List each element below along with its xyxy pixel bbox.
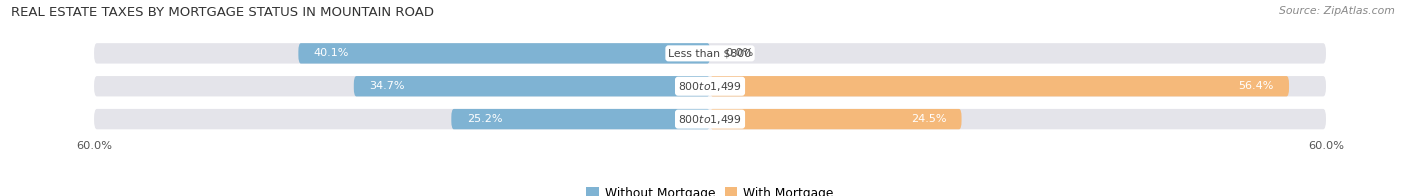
Text: 34.7%: 34.7% — [370, 81, 405, 91]
FancyBboxPatch shape — [710, 76, 1289, 96]
FancyBboxPatch shape — [354, 76, 710, 96]
FancyBboxPatch shape — [710, 109, 962, 129]
Text: $800 to $1,499: $800 to $1,499 — [678, 113, 742, 126]
Text: REAL ESTATE TAXES BY MORTGAGE STATUS IN MOUNTAIN ROAD: REAL ESTATE TAXES BY MORTGAGE STATUS IN … — [11, 6, 434, 19]
FancyBboxPatch shape — [451, 109, 710, 129]
Text: Source: ZipAtlas.com: Source: ZipAtlas.com — [1279, 6, 1395, 16]
Text: 0.0%: 0.0% — [725, 48, 754, 58]
FancyBboxPatch shape — [94, 109, 1326, 129]
Text: 24.5%: 24.5% — [911, 114, 946, 124]
Text: 56.4%: 56.4% — [1239, 81, 1274, 91]
FancyBboxPatch shape — [298, 43, 710, 64]
Text: $800 to $1,499: $800 to $1,499 — [678, 80, 742, 93]
FancyBboxPatch shape — [94, 43, 1326, 64]
Text: Less than $800: Less than $800 — [668, 48, 752, 58]
Legend: Without Mortgage, With Mortgage: Without Mortgage, With Mortgage — [582, 182, 838, 196]
Text: 40.1%: 40.1% — [314, 48, 349, 58]
Text: 25.2%: 25.2% — [467, 114, 502, 124]
FancyBboxPatch shape — [94, 76, 1326, 96]
